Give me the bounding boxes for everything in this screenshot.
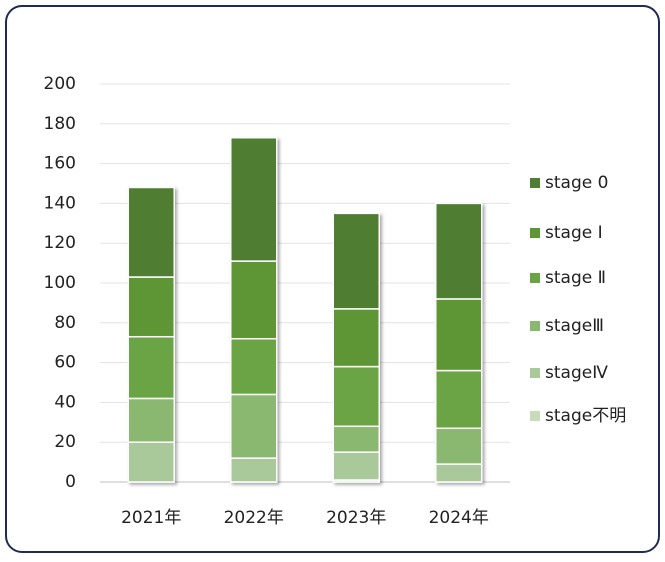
x-tick-label: 2023年: [326, 508, 386, 528]
bar-segment: [127, 276, 175, 338]
y-tick-label: 20: [54, 432, 76, 452]
legend-label: stage 0: [545, 173, 608, 193]
bar-segment: [127, 186, 175, 278]
y-tick-label: 140: [44, 193, 76, 213]
bar-stack: [332, 212, 380, 483]
bar-segment: [332, 212, 380, 310]
y-tick-label: 200: [44, 74, 76, 94]
legend-swatch: [530, 228, 540, 238]
bar-segment: [127, 335, 175, 400]
bar-segment: [332, 365, 380, 428]
bar-segment: [230, 260, 278, 340]
x-tick-label: 2022年: [224, 508, 284, 528]
legend-swatch: [530, 178, 540, 188]
y-tick-label: 120: [44, 233, 76, 253]
bar-segment: [435, 427, 483, 465]
y-tick-label: 180: [44, 114, 76, 134]
bar-segment: [332, 425, 380, 453]
bar-segment: [332, 451, 380, 481]
legend-label: stage Ⅰ: [545, 223, 603, 243]
bar-stack: [230, 136, 278, 483]
legend-label: stageⅢ: [545, 316, 604, 336]
legend-label: stage Ⅱ: [545, 268, 606, 288]
legend-label: stage不明: [545, 406, 626, 426]
legend-label: stageⅣ: [545, 363, 608, 383]
bar-stack: [127, 186, 175, 483]
bar-segment: [435, 369, 483, 430]
y-tick-label: 100: [44, 273, 76, 293]
bar-segment: [332, 308, 380, 368]
x-tick-label: 2024年: [429, 508, 489, 528]
bar-segment: [230, 457, 278, 483]
bar-segment: [435, 298, 483, 372]
bar-segment: [230, 136, 278, 262]
y-tick-label: 60: [54, 353, 76, 373]
legend-swatch: [530, 368, 540, 378]
legend-swatch: [530, 273, 540, 283]
legend-swatch: [530, 321, 540, 331]
bar-segment: [435, 202, 483, 300]
y-tick-label: 0: [65, 472, 76, 492]
legend-swatch: [530, 411, 540, 421]
y-tick-label: 40: [54, 392, 76, 412]
y-tick-label: 160: [44, 154, 76, 174]
bar-segment: [230, 393, 278, 459]
bar-segment: [435, 463, 483, 483]
y-tick-label: 80: [54, 313, 76, 333]
bar-stack: [435, 202, 483, 483]
bar-segment: [127, 441, 175, 483]
bar-segment: [127, 397, 175, 443]
x-tick-label: 2021年: [121, 508, 181, 528]
bar-segment: [230, 337, 278, 396]
